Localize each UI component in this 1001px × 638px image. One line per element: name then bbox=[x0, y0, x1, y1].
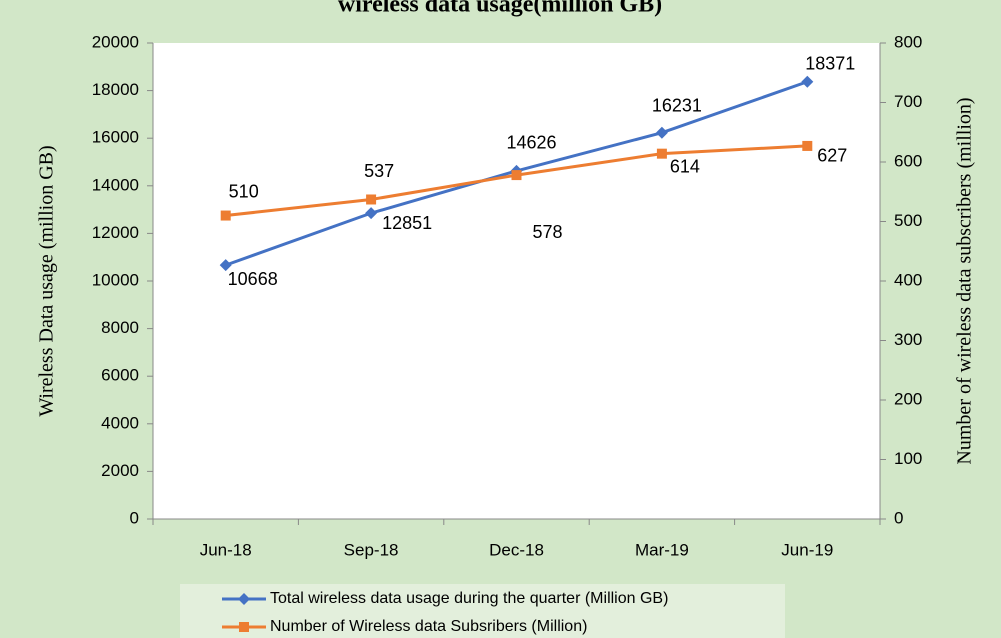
y2-tick-label: 200 bbox=[894, 389, 922, 408]
y-tick-label: 10000 bbox=[92, 270, 139, 289]
data-label: 537 bbox=[364, 161, 394, 181]
point bbox=[511, 170, 522, 181]
data-label: 10668 bbox=[228, 269, 278, 289]
y-tick-label: 12000 bbox=[92, 223, 139, 242]
data-label: 510 bbox=[229, 181, 259, 201]
x-tick-label: Mar-19 bbox=[635, 540, 689, 559]
legend bbox=[180, 584, 785, 638]
x-tick-label: Sep-18 bbox=[344, 540, 399, 559]
data-label: 12851 bbox=[382, 213, 432, 233]
legend-label: Total wireless data usage during the qua… bbox=[270, 590, 668, 607]
point bbox=[802, 140, 813, 151]
y-tick-label: 2000 bbox=[101, 461, 139, 480]
y-axis-label: Wireless Data usage (million GB) bbox=[36, 145, 58, 416]
y2-tick-label: 100 bbox=[894, 449, 922, 468]
data-label: 627 bbox=[817, 146, 847, 166]
y2-tick-label: 300 bbox=[894, 330, 922, 349]
y-tick-label: 14000 bbox=[92, 175, 139, 194]
x-tick-label: Jun-19 bbox=[781, 540, 833, 559]
x-tick-label: Dec-18 bbox=[489, 540, 544, 559]
data-label: 14626 bbox=[506, 133, 556, 153]
point bbox=[219, 259, 232, 272]
y-tick-label: 0 bbox=[130, 508, 139, 527]
y-tick-label: 20000 bbox=[92, 32, 139, 51]
y2-tick-label: 700 bbox=[894, 92, 922, 111]
y2-axis-label: Number of wireless data subscribers (mil… bbox=[954, 97, 976, 464]
y2-tick-label: 500 bbox=[894, 211, 922, 230]
legend-marker bbox=[238, 593, 250, 605]
point bbox=[656, 148, 667, 159]
data-label: 578 bbox=[532, 222, 562, 242]
data-label: 16231 bbox=[652, 95, 702, 115]
x-tick-label: Jun-18 bbox=[200, 540, 252, 559]
y2-tick-label: 800 bbox=[894, 32, 922, 51]
y-tick-label: 4000 bbox=[101, 413, 139, 432]
legend-marker bbox=[239, 622, 249, 632]
point bbox=[366, 194, 377, 205]
point bbox=[801, 75, 814, 88]
y2-tick-label: 400 bbox=[894, 270, 922, 289]
plot-area bbox=[153, 43, 880, 519]
data-label: 18371 bbox=[805, 54, 855, 74]
y-tick-label: 18000 bbox=[92, 80, 139, 99]
data-label: 614 bbox=[670, 156, 700, 176]
y2-tick-label: 600 bbox=[894, 151, 922, 170]
legend-label: Number of Wireless data Subsribers (Mill… bbox=[270, 618, 587, 635]
y-tick-label: 6000 bbox=[101, 366, 139, 385]
chart-title: wireless data usage(million GB) bbox=[338, 0, 662, 18]
point bbox=[220, 210, 231, 221]
y-tick-label: 16000 bbox=[92, 128, 139, 147]
point bbox=[365, 207, 378, 220]
y2-tick-label: 0 bbox=[894, 508, 903, 527]
point bbox=[655, 126, 668, 139]
y-tick-label: 8000 bbox=[101, 318, 139, 337]
